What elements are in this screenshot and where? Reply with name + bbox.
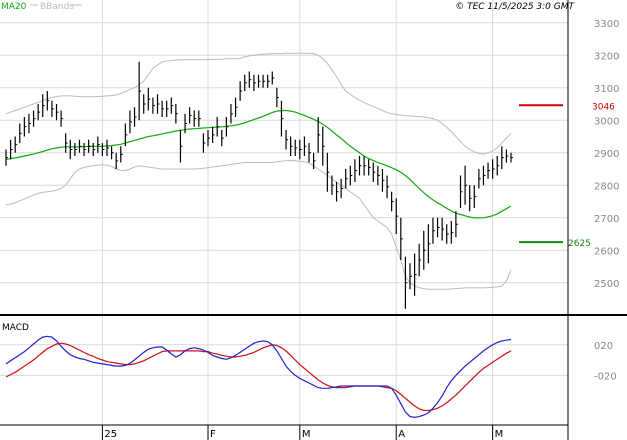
copyright-text: © TEC 11/5/2025 3:0 GMT xyxy=(455,2,575,12)
ma20-polyline xyxy=(5,109,512,219)
y-tick-3200: 3200 xyxy=(594,51,619,62)
legend-ma20: MA20 xyxy=(1,2,27,12)
y-tick-2800: 2800 xyxy=(594,181,619,192)
resistance-label: 3046 xyxy=(592,102,615,112)
x-tick-M: M xyxy=(302,429,311,440)
support-label: 2625 xyxy=(568,239,591,249)
ma20-line xyxy=(5,109,512,219)
support-resistance-levels xyxy=(519,104,563,244)
x-tick-A: A xyxy=(398,429,405,440)
macd-y-tick-0: 020 xyxy=(594,341,613,352)
y-tick-2600: 2600 xyxy=(594,246,619,257)
x-tick-25: 25 xyxy=(104,429,117,440)
y-tick-3100: 3100 xyxy=(594,84,619,95)
macd-lines xyxy=(5,335,512,419)
y-tick-3300: 3300 xyxy=(594,19,619,30)
y-tick-3000: 3000 xyxy=(594,116,619,127)
bb-lower-line xyxy=(5,160,512,290)
bollinger-bands xyxy=(5,52,512,290)
legend-bbands: BBands xyxy=(40,2,74,12)
x-tick-F: F xyxy=(210,429,216,440)
price-bars xyxy=(5,61,513,309)
y-tick-2500: 2500 xyxy=(594,279,619,290)
macd-title: MACD xyxy=(2,323,29,333)
y-tick-2700: 2700 xyxy=(594,214,619,225)
bb-upper-line xyxy=(5,52,512,155)
grid-layer xyxy=(0,0,568,425)
macd-y-tick-1: -020 xyxy=(594,371,617,382)
macd-signal-line xyxy=(5,342,512,412)
x-tick-M: M xyxy=(495,429,504,440)
y-tick-2900: 2900 xyxy=(594,149,619,160)
macd-main-line xyxy=(5,335,512,419)
